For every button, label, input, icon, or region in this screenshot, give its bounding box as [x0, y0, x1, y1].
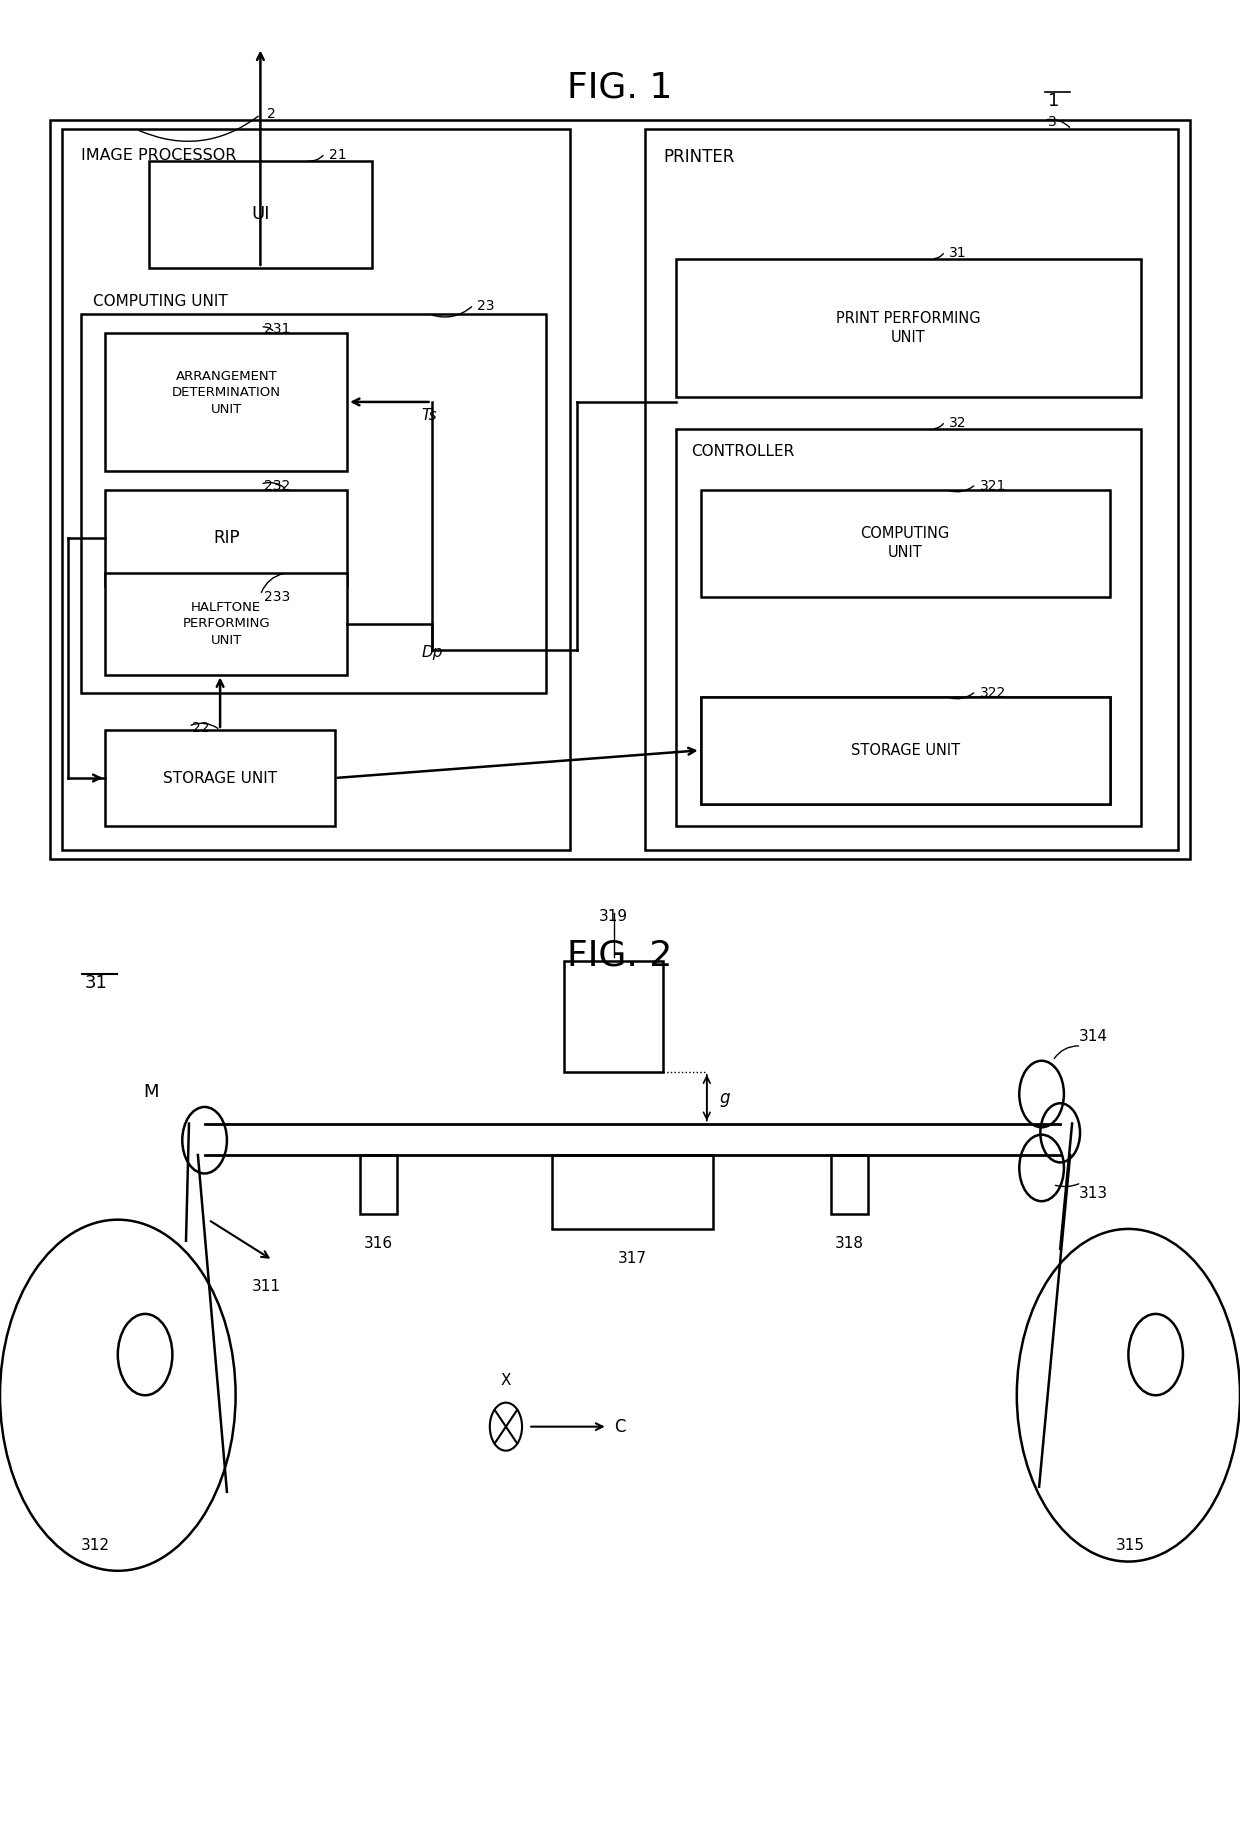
Bar [81, 314, 546, 693]
Bar [676, 429, 1141, 826]
Bar [50, 120, 1190, 859]
Bar [105, 730, 335, 826]
Text: 2: 2 [267, 107, 275, 122]
Text: STORAGE UNIT: STORAGE UNIT [851, 743, 960, 758]
Bar [552, 1155, 713, 1229]
Text: 32: 32 [949, 416, 966, 431]
Bar [645, 129, 1178, 850]
Bar [701, 697, 1110, 804]
Text: FIG. 1: FIG. 1 [568, 70, 672, 103]
Bar [105, 333, 347, 471]
Text: COMPUTING
UNIT: COMPUTING UNIT [861, 527, 950, 560]
Bar [701, 490, 1110, 597]
Text: 313: 313 [1079, 1186, 1107, 1201]
Text: FIG. 2: FIG. 2 [568, 939, 672, 972]
Text: 31: 31 [84, 974, 107, 992]
Text: STORAGE UNIT: STORAGE UNIT [162, 771, 278, 785]
Text: 23: 23 [477, 299, 495, 314]
Bar [105, 490, 347, 586]
Text: 21: 21 [329, 148, 346, 163]
Text: X: X [501, 1373, 511, 1388]
Text: C: C [614, 1417, 625, 1436]
Text: ARRANGEMENT
DETERMINATION
UNIT: ARRANGEMENT DETERMINATION UNIT [172, 370, 280, 416]
Text: 311: 311 [252, 1279, 281, 1294]
Text: 322: 322 [980, 686, 1006, 700]
Text: 312: 312 [81, 1538, 109, 1552]
Text: RIP: RIP [213, 529, 239, 547]
Text: 3: 3 [1048, 115, 1056, 129]
Text: CONTROLLER: CONTROLLER [691, 444, 794, 458]
Text: 316: 316 [363, 1236, 393, 1251]
Text: PRINT PERFORMING
UNIT: PRINT PERFORMING UNIT [836, 310, 981, 346]
Text: COMPUTING UNIT: COMPUTING UNIT [93, 294, 228, 309]
Text: 317: 317 [618, 1251, 647, 1266]
Text: 315: 315 [1116, 1538, 1145, 1552]
Bar [676, 259, 1141, 397]
Bar [831, 1155, 868, 1214]
Text: 22: 22 [192, 721, 210, 736]
Text: g: g [719, 1088, 729, 1107]
Bar [62, 129, 570, 850]
Text: M: M [144, 1083, 159, 1101]
Text: Dp: Dp [422, 645, 443, 660]
Text: 314: 314 [1079, 1029, 1107, 1044]
Bar [105, 573, 347, 675]
Text: IMAGE PROCESSOR: IMAGE PROCESSOR [81, 148, 236, 163]
Text: 319: 319 [599, 909, 629, 924]
Text: UI: UI [252, 205, 269, 224]
Bar [360, 1155, 397, 1214]
Text: 233: 233 [264, 590, 290, 604]
Text: 321: 321 [980, 479, 1006, 493]
Bar [149, 161, 372, 268]
Text: HALFTONE
PERFORMING
UNIT: HALFTONE PERFORMING UNIT [182, 601, 270, 647]
Text: Ts: Ts [422, 408, 438, 423]
Text: 1: 1 [1048, 92, 1059, 111]
Text: 232: 232 [264, 479, 290, 493]
Text: PRINTER: PRINTER [663, 148, 735, 166]
Bar [701, 697, 1110, 804]
Text: 31: 31 [949, 246, 966, 261]
Bar [564, 961, 663, 1072]
Text: 231: 231 [264, 322, 290, 336]
Text: 318: 318 [835, 1236, 864, 1251]
